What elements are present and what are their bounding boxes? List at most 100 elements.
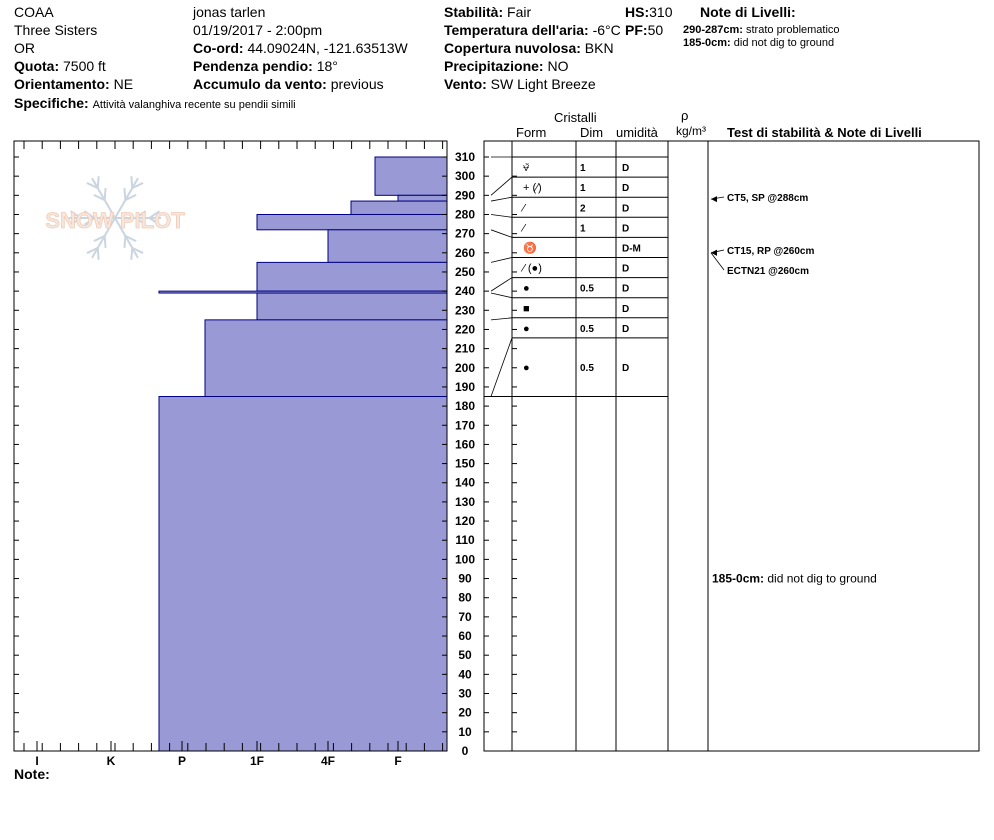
hardness-plot-frame [13,140,448,752]
stability-value: Fair [507,4,532,20]
layer-connector [490,317,513,321]
wind-label: Vento: [444,76,487,92]
form-header: Form [516,125,547,140]
hardness-bar [158,396,448,752]
snowflake-branch [124,235,137,243]
slope-value: 18° [316,58,338,74]
air-temp-label: Temperatura dell'aria: [444,22,589,38]
depth-tick-label: 130 [455,495,475,509]
chart-frames [13,140,980,752]
slope: Pendenza pendio: 18° [193,58,338,74]
moisture-header: umidità [616,125,658,140]
depth-tick-label: 230 [455,303,475,317]
layer-connector [490,176,513,196]
moisture: D [622,324,629,335]
snowflake-branch [103,235,107,248]
depth-tick-label: 150 [455,457,475,471]
snowflake-branch [70,210,82,219]
crystal-form: + (⁄) [523,182,542,194]
datetime: 01/19/2017 - 2:00pm [193,22,323,38]
hardness-bar [204,319,448,398]
hs: HS:310 [625,4,672,20]
layer-connector [490,214,513,218]
pf-label: PF: [625,22,648,38]
depth-tick-label: 80 [458,591,472,605]
snowflake-branch [103,188,107,201]
snowflake-branch [148,217,160,226]
snowflake-branch [96,176,100,189]
cloud-label: Copertura nuvolosa: [444,40,581,56]
grain-size: 0.5 [580,284,594,295]
layer-connector [490,229,513,238]
hardness-bars [158,156,448,752]
grain-size: 0.5 [580,363,594,374]
air-temp-value: -6°C [592,22,621,38]
moisture: D [622,203,629,214]
snowflake-branch [124,193,137,201]
snowflake-branch [148,210,160,219]
moisture: D [622,163,629,174]
moisture: D [622,183,629,194]
crystal-form: ⁄ (●) [520,263,542,275]
table-frame [483,140,980,752]
cloud-cover: Copertura nuvolosa: BKN [444,40,614,56]
depth-tick-label: 220 [455,322,475,336]
grain-size: 1 [580,223,586,234]
snowflake-branch [130,176,134,189]
depth-tick-label: 30 [458,687,472,701]
snowflake-arm [114,217,139,259]
coordinates: Co-ord: 44.09024N, -121.63513W [193,40,408,56]
logo-text: SNOW PILOT [45,208,185,233]
location: Three Sisters [14,22,98,38]
hardness-bar [256,292,448,321]
depth-tick-label: 270 [455,227,475,241]
snowflake-arm [91,217,116,259]
coord-value: 44.09024N, -121.63513W [247,40,408,56]
depth-tick-label: 310 [455,150,475,164]
moisture: D [622,223,629,234]
stability-tests: CT5, SP @288cm CT15, RP @260cm ECTN21 @260… [710,193,877,586]
depth-tick-label: 160 [455,437,475,451]
layer-notes-title: Note di Livelli: [700,4,796,20]
observer: jonas tarlen [193,4,266,20]
snowflake-branch [83,217,95,226]
precipitation: Precipitazione: NO [444,58,568,74]
depth-tick-label: 260 [455,246,475,260]
specifics-value: Attività valanghiva recente su pendii si… [92,99,296,111]
layer-connector [490,257,513,263]
crystal-form: ● [523,323,530,335]
grain-size: 1 [580,163,586,174]
grain-size: 1 [580,183,586,194]
layer-note-range: 290-287cm: [683,24,743,36]
aspect-label: Orientamento: [14,76,110,92]
depth-tick-label: 120 [455,514,475,528]
depth-tick-label: 40 [458,667,472,681]
precip-value: NO [547,58,569,74]
stability-label: Stabilità: [444,4,504,20]
hardness-tick-label: F [394,754,401,768]
deep-layer-note: 185-0cm: did not dig to ground [712,572,877,586]
state: OR [14,40,35,56]
layer-note-2: 185-0cm: did not dig to ground [683,37,834,50]
density-unit: kg/m³ [676,124,706,138]
aspect: Orientamento: NE [14,76,133,92]
depth-tick-label: 100 [455,552,475,566]
wind-loading-value: previous [330,76,384,92]
crystal-form: ● [523,362,530,374]
pf-value: 50 [647,22,664,38]
depth-tick-label: 180 [455,399,475,413]
crystal-form: ⁄ [520,202,527,214]
hardness-bar [350,200,448,215]
density-symbol: ρ [681,108,689,123]
depth-tick-label: 170 [455,418,475,432]
depth-tick-label: 50 [458,648,472,662]
deep-note-text: did not dig to ground [767,572,876,586]
size-header: Dim [580,125,604,140]
specifics-label: Specifiche: [14,95,89,111]
precip-label: Precipitazione: [444,58,544,74]
hs-value: 310 [649,4,673,20]
aspect-value: NE [113,76,134,92]
depth-tick-label: 0 [462,744,469,758]
elevation: Quota: 7500 ft [14,58,106,74]
